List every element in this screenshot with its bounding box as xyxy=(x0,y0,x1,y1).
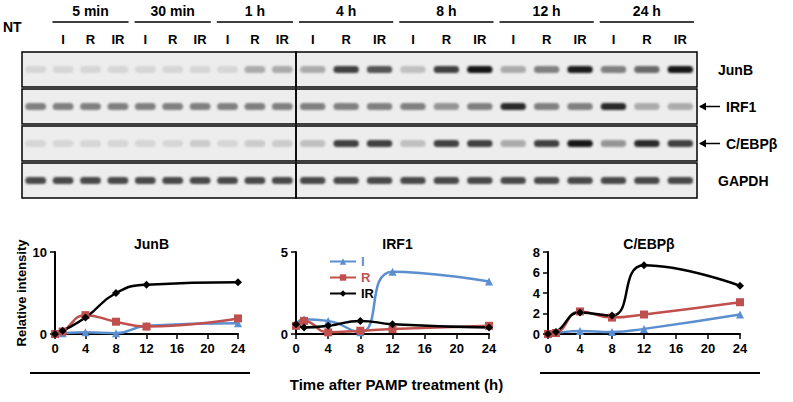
svg-text:12: 12 xyxy=(139,341,153,356)
svg-text:IR: IR xyxy=(574,32,588,47)
svg-text:8: 8 xyxy=(112,341,119,356)
svg-text:NT: NT xyxy=(3,19,22,35)
svg-text:JunB: JunB xyxy=(718,62,753,78)
svg-text:8: 8 xyxy=(608,341,615,356)
svg-text:R: R xyxy=(542,32,552,47)
svg-text:IR: IR xyxy=(473,32,487,47)
svg-text:24 h: 24 h xyxy=(633,3,661,19)
svg-text:8: 8 xyxy=(357,341,364,356)
svg-text:4: 4 xyxy=(82,341,90,356)
svg-text:IR: IR xyxy=(111,32,125,47)
svg-text:4: 4 xyxy=(533,286,541,301)
svg-text:I: I xyxy=(226,32,230,47)
svg-text:2: 2 xyxy=(533,306,540,321)
svg-text:R: R xyxy=(168,32,178,47)
svg-text:12 h: 12 h xyxy=(533,3,561,19)
svg-text:IR: IR xyxy=(276,32,290,47)
svg-text:IR: IR xyxy=(194,32,208,47)
svg-text:I: I xyxy=(612,32,616,47)
svg-text:24: 24 xyxy=(482,341,497,356)
svg-text:10: 10 xyxy=(33,245,47,260)
svg-text:I: I xyxy=(143,32,147,47)
svg-text:C/EBPβ: C/EBPβ xyxy=(726,136,778,152)
svg-text:IRF1: IRF1 xyxy=(726,99,757,115)
svg-text:IR: IR xyxy=(361,286,375,301)
svg-text:0: 0 xyxy=(544,341,551,356)
svg-text:IRF1: IRF1 xyxy=(382,236,413,252)
svg-text:20: 20 xyxy=(450,341,464,356)
svg-text:16: 16 xyxy=(417,341,431,356)
svg-text:20: 20 xyxy=(200,341,214,356)
svg-text:0: 0 xyxy=(51,341,58,356)
svg-text:R: R xyxy=(442,32,452,47)
svg-text:5: 5 xyxy=(281,245,288,260)
svg-text:GAPDH: GAPDH xyxy=(718,173,769,189)
svg-text:4: 4 xyxy=(576,341,584,356)
svg-text:I: I xyxy=(311,32,315,47)
svg-text:I: I xyxy=(511,32,515,47)
svg-text:R: R xyxy=(86,32,96,47)
svg-text:C/EBPβ: C/EBPβ xyxy=(623,236,675,252)
svg-text:0: 0 xyxy=(292,341,299,356)
svg-text:R: R xyxy=(341,32,351,47)
svg-text:0: 0 xyxy=(533,327,540,342)
svg-text:24: 24 xyxy=(733,341,748,356)
svg-text:Relative intensity: Relative intensity xyxy=(14,239,29,347)
svg-text:8: 8 xyxy=(533,245,540,260)
svg-text:6: 6 xyxy=(533,265,540,280)
svg-text:16: 16 xyxy=(669,341,683,356)
svg-text:24: 24 xyxy=(231,341,246,356)
svg-text:IR: IR xyxy=(674,32,688,47)
svg-text:R: R xyxy=(250,32,260,47)
svg-text:4: 4 xyxy=(325,341,333,356)
svg-text:20: 20 xyxy=(701,341,715,356)
svg-text:30 min: 30 min xyxy=(151,3,195,19)
svg-text:4 h: 4 h xyxy=(336,3,356,19)
svg-text:8 h: 8 h xyxy=(436,3,456,19)
svg-text:0: 0 xyxy=(40,327,47,342)
svg-text:R: R xyxy=(642,32,652,47)
svg-text:IR: IR xyxy=(373,32,387,47)
svg-text:I: I xyxy=(411,32,415,47)
svg-text:12: 12 xyxy=(637,341,651,356)
svg-text:1 h: 1 h xyxy=(245,3,265,19)
svg-text:JunB: JunB xyxy=(134,236,169,252)
svg-text:0: 0 xyxy=(281,327,288,342)
svg-text:5 min: 5 min xyxy=(72,3,109,19)
svg-text:16: 16 xyxy=(170,341,184,356)
svg-text:R: R xyxy=(361,270,371,285)
html-text:Time after PAMP treatment (h): Time after PAMP treatment (h) xyxy=(289,376,504,393)
svg-text:I: I xyxy=(61,32,65,47)
svg-text:I: I xyxy=(361,254,365,269)
svg-text:12: 12 xyxy=(385,341,399,356)
